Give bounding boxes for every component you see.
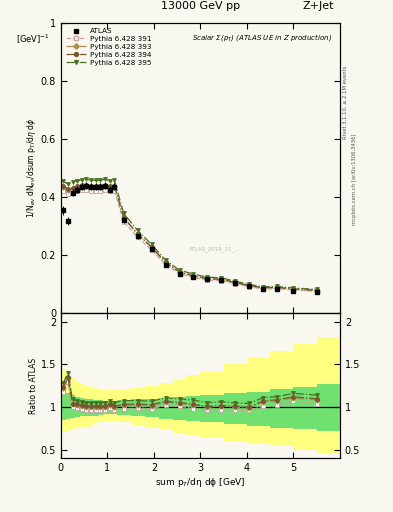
Y-axis label: Ratio to ATLAS: Ratio to ATLAS	[29, 358, 38, 414]
Text: Scalar Σ(p$_T$) (ATLAS UE in Z production): Scalar Σ(p$_T$) (ATLAS UE in Z productio…	[191, 32, 332, 42]
Legend: ATLAS, Pythia 6.428 391, Pythia 6.428 393, Pythia 6.428 394, Pythia 6.428 395: ATLAS, Pythia 6.428 391, Pythia 6.428 39…	[63, 25, 154, 69]
Text: 13000 GeV pp: 13000 GeV pp	[161, 2, 240, 11]
Text: ATLAS_2019_11_...: ATLAS_2019_11_...	[189, 246, 240, 252]
Text: Rivet 3.1.10, ≥ 2.1M events: Rivet 3.1.10, ≥ 2.1M events	[343, 66, 348, 139]
Text: [GeV]$^{-1}$: [GeV]$^{-1}$	[16, 33, 50, 47]
X-axis label: sum p$_T$/dη dϕ [GeV]: sum p$_T$/dη dϕ [GeV]	[155, 476, 246, 489]
Text: mcplots.cern.ch [arXiv:1306.3436]: mcplots.cern.ch [arXiv:1306.3436]	[352, 134, 357, 225]
Y-axis label: 1/N$_{ev}$ dN$_{ev}$/dsum p$_T$/d$\eta$ d$\phi$: 1/N$_{ev}$ dN$_{ev}$/dsum p$_T$/d$\eta$ …	[25, 118, 38, 218]
Text: Z+Jet: Z+Jet	[303, 2, 334, 11]
